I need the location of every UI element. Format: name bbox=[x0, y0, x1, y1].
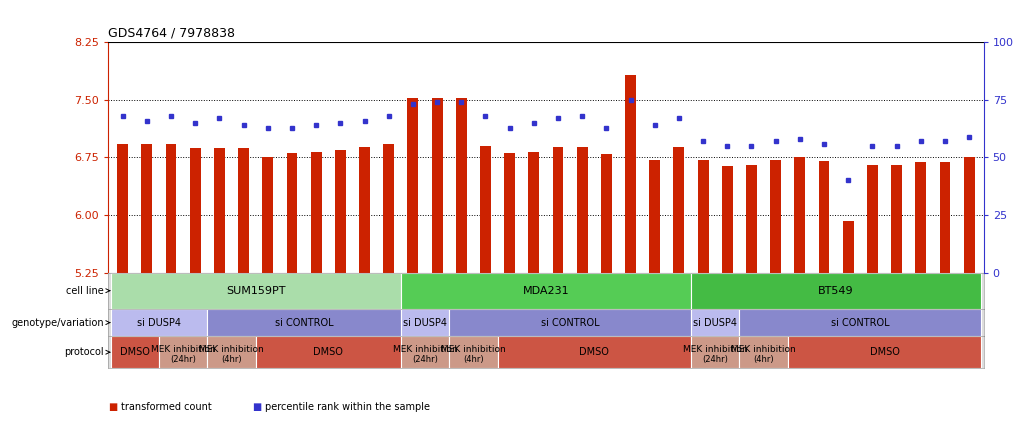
Bar bbox=[311, 152, 321, 272]
Bar bbox=[691, 272, 982, 309]
Bar bbox=[891, 165, 902, 272]
Text: MEK inhibition: MEK inhibition bbox=[683, 345, 748, 354]
Bar bbox=[190, 148, 201, 272]
Bar bbox=[674, 147, 684, 272]
Text: MEK inhibition: MEK inhibition bbox=[150, 345, 215, 354]
Bar bbox=[401, 336, 449, 368]
Bar bbox=[740, 309, 982, 336]
Bar bbox=[867, 165, 878, 272]
Bar bbox=[117, 144, 128, 272]
Bar bbox=[263, 157, 273, 272]
Text: MEK inhibition: MEK inhibition bbox=[731, 345, 796, 354]
Bar bbox=[401, 272, 691, 309]
Bar bbox=[480, 146, 491, 272]
Text: percentile rank within the sample: percentile rank within the sample bbox=[265, 402, 430, 412]
Text: si DUSP4: si DUSP4 bbox=[137, 318, 181, 327]
Bar bbox=[110, 309, 207, 336]
Text: DMSO: DMSO bbox=[313, 347, 343, 357]
Bar bbox=[214, 148, 225, 272]
Bar bbox=[449, 336, 497, 368]
Bar bbox=[359, 148, 370, 272]
Text: GDS4764 / 7978838: GDS4764 / 7978838 bbox=[108, 27, 235, 40]
Text: SUM159PT: SUM159PT bbox=[226, 286, 285, 296]
Text: genotype/variation: genotype/variation bbox=[11, 318, 104, 327]
Text: si DUSP4: si DUSP4 bbox=[693, 318, 737, 327]
Bar bbox=[939, 162, 951, 272]
Bar bbox=[159, 336, 207, 368]
Bar bbox=[449, 309, 691, 336]
Bar bbox=[528, 152, 540, 272]
Text: DMSO: DMSO bbox=[869, 347, 899, 357]
Bar bbox=[408, 98, 418, 272]
Bar bbox=[552, 148, 563, 272]
Text: (24hr): (24hr) bbox=[412, 354, 438, 364]
Bar bbox=[794, 157, 805, 272]
Text: transformed count: transformed count bbox=[121, 402, 211, 412]
Bar bbox=[207, 309, 401, 336]
Bar bbox=[964, 157, 974, 272]
Bar bbox=[600, 154, 612, 272]
Bar bbox=[577, 147, 588, 272]
Bar bbox=[110, 272, 401, 309]
Bar bbox=[843, 221, 854, 272]
Text: si CONTROL: si CONTROL bbox=[275, 318, 334, 327]
Text: MEK inhibition: MEK inhibition bbox=[392, 345, 457, 354]
Text: (24hr): (24hr) bbox=[702, 354, 728, 364]
Bar bbox=[697, 160, 709, 272]
Text: si CONTROL: si CONTROL bbox=[831, 318, 890, 327]
Bar bbox=[497, 336, 691, 368]
Bar bbox=[166, 144, 176, 272]
Bar bbox=[625, 75, 636, 272]
Bar bbox=[432, 98, 443, 272]
Bar bbox=[401, 309, 449, 336]
Bar bbox=[238, 148, 249, 272]
Bar bbox=[649, 160, 660, 272]
Bar bbox=[504, 153, 515, 272]
Bar bbox=[110, 336, 159, 368]
Text: (4hr): (4hr) bbox=[221, 354, 242, 364]
Text: ■: ■ bbox=[252, 402, 262, 412]
Bar bbox=[383, 144, 394, 272]
Text: DMSO: DMSO bbox=[579, 347, 609, 357]
Bar bbox=[207, 336, 255, 368]
Bar bbox=[691, 309, 740, 336]
Bar bbox=[691, 336, 740, 368]
Text: ■: ■ bbox=[108, 402, 117, 412]
Bar bbox=[335, 150, 346, 272]
Bar bbox=[722, 166, 732, 272]
Text: MEK inhibition: MEK inhibition bbox=[199, 345, 264, 354]
Bar bbox=[788, 336, 982, 368]
Text: protocol: protocol bbox=[64, 347, 104, 357]
Text: cell line: cell line bbox=[66, 286, 104, 296]
Text: (4hr): (4hr) bbox=[753, 354, 774, 364]
Bar bbox=[255, 336, 401, 368]
Bar bbox=[770, 160, 781, 272]
Bar bbox=[740, 336, 788, 368]
Bar bbox=[746, 165, 757, 272]
Text: MDA231: MDA231 bbox=[522, 286, 570, 296]
Bar bbox=[819, 161, 829, 272]
Bar bbox=[141, 144, 152, 272]
Text: si CONTROL: si CONTROL bbox=[541, 318, 599, 327]
Text: MEK inhibition: MEK inhibition bbox=[441, 345, 506, 354]
Text: (24hr): (24hr) bbox=[170, 354, 196, 364]
Text: (4hr): (4hr) bbox=[464, 354, 484, 364]
Bar bbox=[286, 153, 298, 272]
Bar bbox=[916, 162, 926, 272]
Bar bbox=[456, 98, 467, 272]
Text: DMSO: DMSO bbox=[119, 347, 149, 357]
Text: si DUSP4: si DUSP4 bbox=[403, 318, 447, 327]
Text: BT549: BT549 bbox=[818, 286, 854, 296]
